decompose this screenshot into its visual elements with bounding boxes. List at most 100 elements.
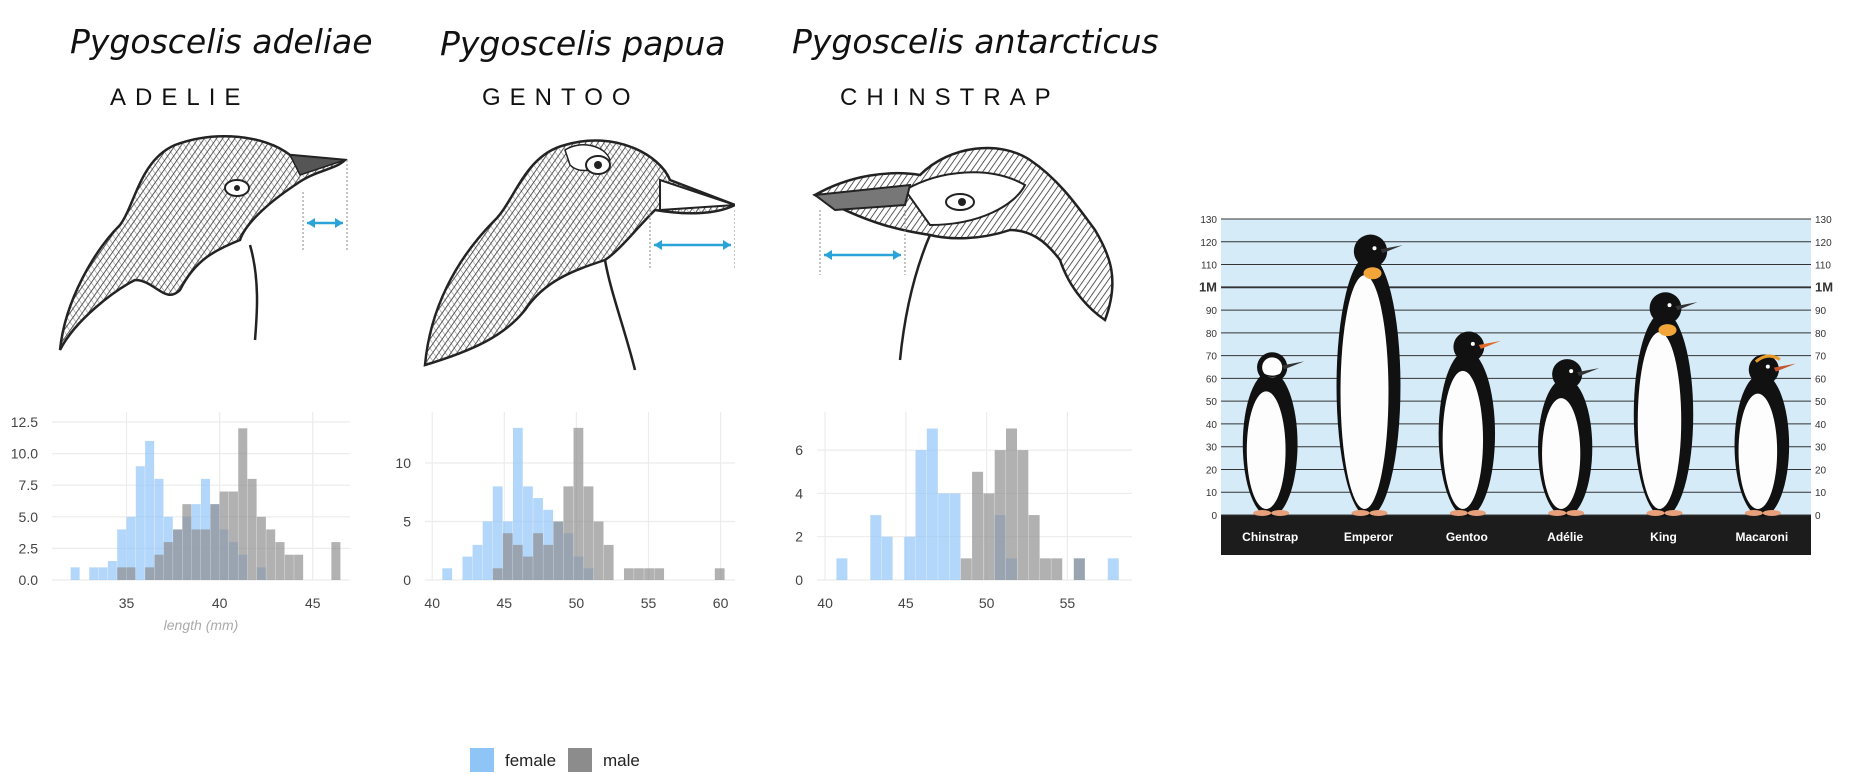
- penguin-beak: [1380, 245, 1403, 254]
- legend-swatch-female: [470, 748, 494, 772]
- x-tick-label: 40: [212, 595, 228, 611]
- histogram-bar-female: [89, 567, 99, 580]
- chinstrap-head-illustration: [812, 146, 1114, 361]
- x-tick-label: 40: [817, 595, 833, 611]
- penguin-name-label: Emperor: [1344, 530, 1394, 544]
- histogram-bar-male: [603, 544, 614, 580]
- y-tick-label: 4: [795, 485, 803, 501]
- histogram-bar-female: [949, 493, 961, 580]
- penguin-head: [1649, 292, 1682, 325]
- x-tick-label: 55: [1060, 595, 1076, 611]
- legend-swatch-male: [568, 748, 592, 772]
- height-tick-label-right: 30: [1815, 443, 1827, 454]
- histogram-bar-male: [219, 491, 229, 580]
- height-tick-label-left: 120: [1200, 238, 1217, 249]
- penguin-beak: [1282, 361, 1305, 370]
- x-tick-label: 40: [424, 595, 440, 611]
- y-tick-label: 7.5: [19, 477, 39, 493]
- histogram-bar-male: [654, 568, 665, 580]
- histogram-bar-male: [543, 544, 554, 580]
- penguin-crest: [1754, 354, 1781, 363]
- height-tick-label-right: 1M: [1815, 279, 1833, 294]
- penguin-foot: [1762, 510, 1781, 516]
- histogram-bar-female: [926, 428, 938, 580]
- height-tick-label-left: 90: [1206, 306, 1218, 317]
- height-tick-label-right: 70: [1815, 352, 1827, 363]
- histogram-bar-male: [553, 521, 564, 580]
- y-tick-label: 5.0: [19, 509, 39, 525]
- penguin-eye: [1765, 364, 1770, 369]
- chinstrap-bill-length-histogram: 0 2 4 6 40 45 50 55: [795, 412, 1132, 611]
- histogram-bar-female: [836, 558, 848, 580]
- y-tick-label: 12.5: [11, 414, 38, 430]
- penguin-belly: [1340, 275, 1389, 509]
- y-tick-label: 10.0: [11, 446, 38, 462]
- penguin-foot: [1271, 510, 1290, 516]
- penguin-macaroni: [1734, 354, 1796, 517]
- penguin-foot: [1664, 510, 1683, 516]
- height-tick-label-left: 1M: [1199, 279, 1217, 294]
- histogram-bar-male: [502, 533, 513, 580]
- penguin-beak: [1577, 368, 1600, 377]
- histogram-bar-male: [294, 554, 304, 580]
- histogram-bar-female: [1107, 558, 1119, 580]
- penguin-beak: [1675, 302, 1698, 311]
- histogram-bar-male: [583, 486, 594, 580]
- height-tick-label-right: 90: [1815, 306, 1827, 317]
- height-tick-label-left: 50: [1206, 397, 1218, 408]
- height-tick-label-left: 0: [1211, 511, 1217, 522]
- histogram-bar-male: [117, 567, 127, 580]
- height-tick-label-left: 110: [1201, 261, 1217, 272]
- penguin-foot: [1253, 510, 1272, 516]
- histogram-bar-male: [126, 567, 136, 580]
- histogram-bar-male: [266, 529, 276, 580]
- height-tick-label-left: 70: [1206, 352, 1218, 363]
- histogram-bar-female: [98, 567, 108, 580]
- histogram-bar-female: [881, 536, 893, 580]
- height-tick-label-right: 120: [1815, 238, 1832, 249]
- penguin-foot: [1351, 510, 1370, 516]
- y-tick-label: 5: [403, 513, 411, 529]
- penguin-foot: [1369, 510, 1388, 516]
- penguin-adlie: [1538, 359, 1600, 517]
- species-name-adelie: Pygoscelis adeliae: [70, 22, 373, 61]
- histogram-bar-male: [238, 428, 248, 580]
- height-tick-label-left: 20: [1206, 465, 1218, 476]
- histogram-bar-male: [247, 478, 257, 580]
- histogram-bar-female: [482, 521, 493, 580]
- penguin-name-label: Macaroni: [1735, 530, 1788, 544]
- penguin-emperor: [1336, 234, 1403, 517]
- histogram-bar-male: [644, 568, 654, 580]
- histogram-bar-male: [182, 504, 192, 580]
- penguin-eye: [1470, 341, 1475, 346]
- y-tick-label: 0: [795, 572, 803, 588]
- ground-strip: [1221, 515, 1811, 555]
- y-tick-label: 2: [795, 529, 803, 545]
- penguin-eye: [1372, 246, 1377, 251]
- penguin-name-label: King: [1650, 530, 1677, 544]
- histogram-bar-male: [191, 529, 201, 580]
- height-tick-label-right: 10: [1815, 488, 1827, 499]
- height-tick-label-left: 30: [1206, 443, 1218, 454]
- histogram-bar-male: [960, 558, 972, 580]
- legend-label-female: female: [505, 751, 557, 770]
- gentoo-head-illustration: [423, 139, 735, 371]
- height-tick-label-right: 40: [1815, 420, 1827, 431]
- histogram-bar-male: [145, 567, 155, 580]
- histogram-bar-male: [573, 427, 584, 580]
- histogram-bar-male: [512, 544, 523, 580]
- penguin-face: [1262, 357, 1283, 378]
- penguin-neck-patch: [1363, 267, 1382, 280]
- penguin-head: [1453, 331, 1485, 363]
- histogram-bar-male: [256, 516, 266, 580]
- histogram-bar-female: [117, 529, 127, 580]
- species-name-gentoo: Pygoscelis papua: [440, 24, 726, 63]
- histogram-bar-male: [492, 568, 503, 580]
- height-tick-label-left: 130: [1200, 215, 1217, 226]
- penguin-belly: [1542, 398, 1581, 509]
- penguin-head: [1353, 234, 1388, 268]
- histogram-bar-female: [70, 567, 80, 580]
- histogram-bar-male: [210, 504, 220, 580]
- histogram-bar-male: [1028, 515, 1040, 580]
- y-tick-label: 0.0: [19, 572, 39, 588]
